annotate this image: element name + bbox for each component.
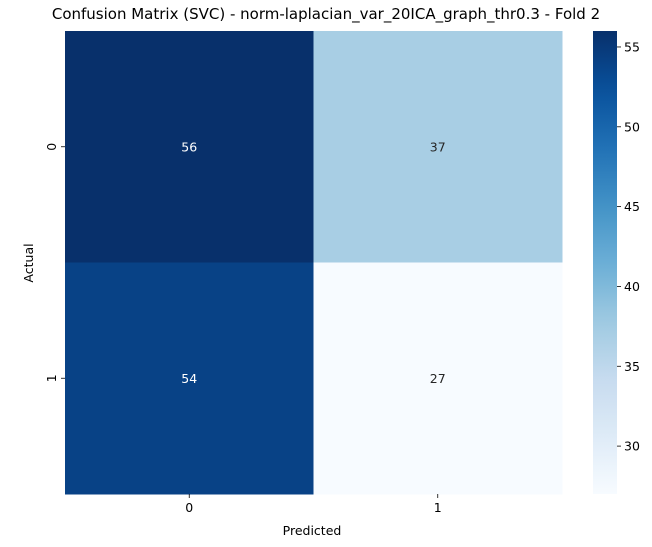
cell-value-label: 54 bbox=[181, 371, 197, 386]
heatmap-cell bbox=[313, 31, 563, 263]
colorbar-tick-label: 45 bbox=[624, 199, 640, 214]
y-tick-label: 1 bbox=[44, 374, 59, 382]
x-tick-label: 1 bbox=[434, 500, 442, 515]
heatmap-cells: 56 37 54 27 bbox=[65, 31, 563, 495]
colorbar-tick-label: 35 bbox=[624, 359, 640, 374]
colorbar-tick-label: 30 bbox=[624, 439, 640, 454]
heatmap-cell bbox=[65, 31, 314, 263]
x-tick-label: 0 bbox=[185, 500, 193, 515]
colorbar-gradient bbox=[593, 31, 617, 494]
colorbar: 30 35 40 45 50 55 bbox=[593, 31, 640, 494]
cell-value-label: 56 bbox=[181, 139, 197, 154]
y-axis-label: Actual bbox=[21, 243, 36, 282]
x-axis-label: Predicted bbox=[283, 523, 342, 538]
cell-value-label: 27 bbox=[430, 371, 446, 386]
y-axis: 01 bbox=[44, 143, 65, 382]
chart-title: Confusion Matrix (SVC) - norm-laplacian_… bbox=[52, 5, 600, 24]
y-tick-label: 0 bbox=[44, 143, 59, 151]
colorbar-tick-label: 55 bbox=[624, 39, 640, 54]
heatmap-cell bbox=[313, 262, 563, 495]
colorbar-tick-label: 50 bbox=[624, 119, 640, 134]
colorbar-tick-label: 40 bbox=[624, 279, 640, 294]
heatmap-cell bbox=[65, 262, 314, 495]
cell-value-label: 37 bbox=[430, 139, 446, 154]
